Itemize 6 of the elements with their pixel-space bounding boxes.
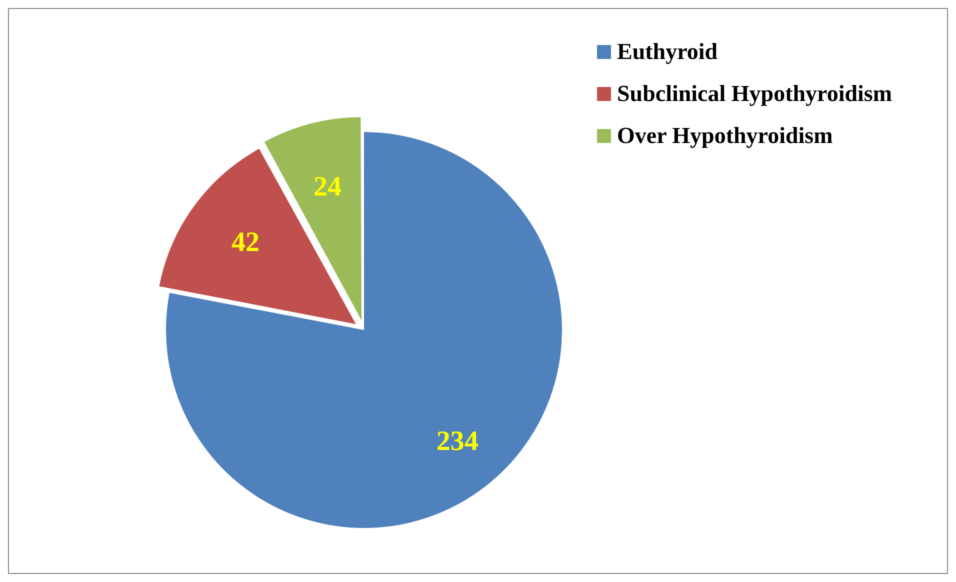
legend-label: Subclinical Hypothyroidism	[617, 81, 892, 107]
data-label: 24	[314, 171, 342, 202]
legend-label: Euthyroid	[617, 39, 718, 65]
data-label: 234	[436, 426, 478, 458]
data-label: 42	[231, 227, 260, 258]
legend-label: Over Hypothyroidism	[617, 123, 833, 149]
